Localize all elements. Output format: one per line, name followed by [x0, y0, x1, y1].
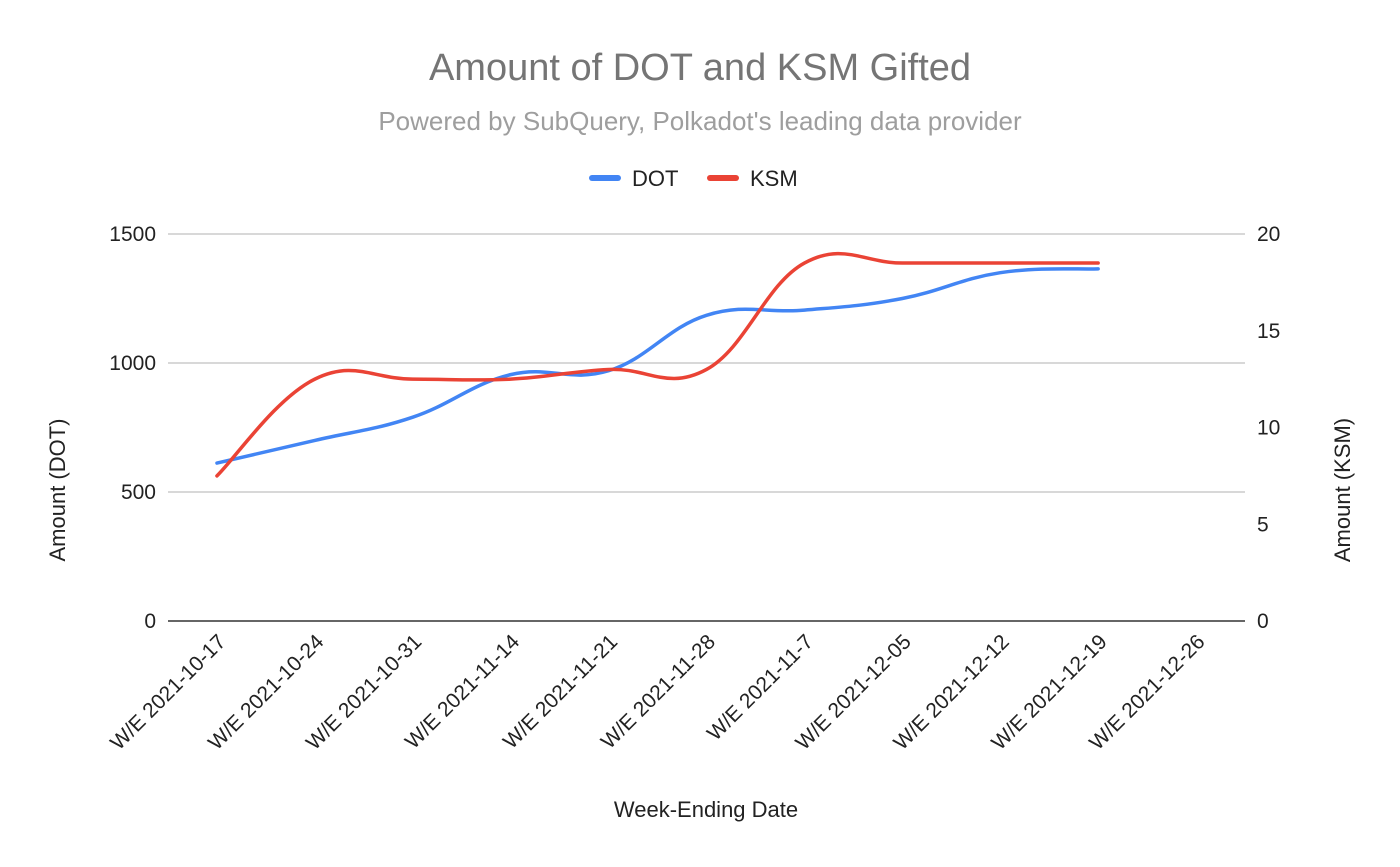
y-right-tick-label: 5: [1257, 513, 1269, 536]
y-right-tick-label: 15: [1257, 320, 1280, 343]
y-left-axis-title: Amount (DOT): [45, 418, 70, 561]
y-left-tick-label: 500: [121, 481, 156, 504]
y-right-tick-label: 10: [1257, 417, 1280, 440]
y-right-tick-label: 20: [1257, 223, 1280, 246]
y-left-tick-label: 1500: [109, 223, 156, 246]
series-line-ksm: [215, 251, 1100, 478]
legend-label-ksm: KSM: [750, 166, 798, 191]
y-left-tick-label: 0: [144, 610, 156, 633]
y-left-axis: 0 500 1000 1500: [109, 223, 156, 633]
gridlines: [168, 233, 1245, 622]
chart-subtitle: Powered by SubQuery, Polkadot's leading …: [378, 106, 1022, 136]
legend-label-dot: DOT: [632, 166, 678, 191]
x-axis: W/E 2021-10-17W/E 2021-10-24W/E 2021-10-…: [106, 630, 1209, 755]
series-lines: [215, 251, 1100, 478]
legend: DOT KSM: [589, 166, 798, 191]
y-right-axis-title: Amount (KSM): [1330, 418, 1355, 562]
y-right-tick-label: 0: [1257, 610, 1269, 633]
series-line-dot: [215, 267, 1100, 465]
x-axis-title: Week-Ending Date: [614, 797, 798, 822]
y-left-tick-label: 1000: [109, 352, 156, 375]
chart-title: Amount of DOT and KSM Gifted: [429, 47, 971, 89]
y-right-axis: 0 5 10 15 20: [1257, 223, 1280, 633]
